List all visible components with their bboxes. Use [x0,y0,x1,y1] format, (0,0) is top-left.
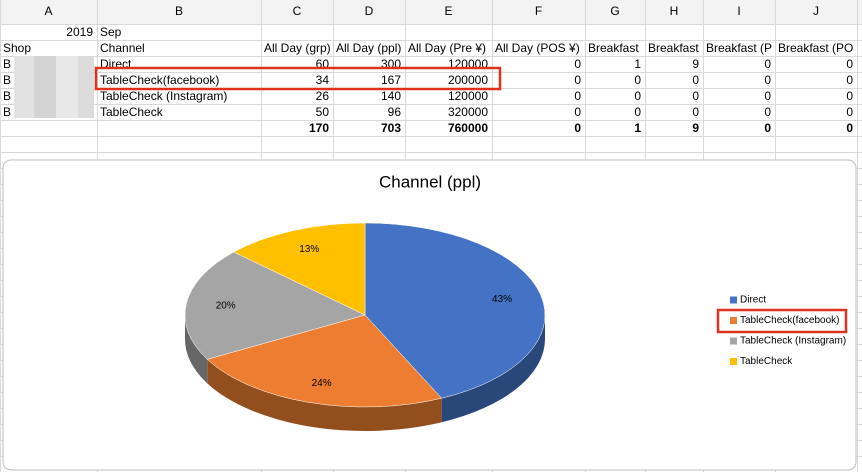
cell: Breakfast [588,41,639,55]
cell: 9 [692,121,699,135]
cell: 760000 [448,121,488,135]
cell: TableCheck(facebook) [100,73,219,87]
cell: Breakfast [648,41,699,55]
slice [233,222,366,316]
legend-swatch [730,296,737,304]
chart-title: Channel (ppl) [379,172,481,191]
cell: B [3,57,11,71]
cell: Shop [3,41,31,55]
cell: 34 [316,73,330,87]
cell: 9 [692,57,699,71]
cell: All Day (Pre ¥) [408,41,486,55]
legend-label: TableCheck [740,356,793,367]
cell: 0 [692,73,699,87]
slice-side [441,315,545,423]
data-label: 20% [216,301,236,312]
cell: Sep [100,25,122,39]
cell: 96 [388,105,402,119]
cell: Breakfast (PO [778,41,853,55]
cell: 0 [764,105,771,119]
cell: 0 [574,121,581,135]
cell: 0 [692,89,699,103]
legend-swatch [730,317,737,324]
cell: 0 [764,121,771,135]
cell: 120000 [448,89,488,103]
cell: All Day (ppl) [336,41,401,55]
slice-side [185,315,208,384]
cell: 0 [634,105,641,119]
cell: Channel [100,41,145,55]
data-label: 24% [312,378,332,389]
cell: 0 [846,73,853,87]
cell: 0 [574,73,581,87]
cell: 0 [764,57,771,71]
slice [364,222,546,399]
column-letter: F [535,4,542,18]
legend-swatch [730,358,737,365]
cell: 320000 [448,105,488,119]
column-letter: A [44,4,52,18]
data-label: 43% [492,294,512,305]
cell: TableCheck [100,105,164,119]
cell: 1 [634,57,641,71]
cell: 0 [574,89,581,103]
cell: 1 [634,121,641,135]
legend-label: TableCheck(facebook) [740,315,840,326]
column-letter: C [293,4,302,18]
column-letter: J [813,4,819,18]
legend-label: Direct [740,295,766,306]
cell: 0 [846,57,853,71]
cell: B [3,89,11,103]
highlight-box [716,308,848,334]
slice [206,314,443,408]
cells: A B C D E F G H I J 2019 Sep Shop Channel All Day (grp… [3,4,853,135]
cell: Breakfast (P [706,41,772,55]
column-header-bar [0,0,862,24]
cell: 50 [316,105,330,119]
cell: 0 [764,89,771,103]
cell: 26 [316,89,330,103]
cell: 2019 [66,25,93,39]
cell: 0 [574,105,581,119]
cell: All Day (POS ¥) [495,41,580,55]
cell: 0 [846,105,853,119]
column-letter: H [670,4,679,18]
cell: All Day (grp) [264,41,331,55]
legend-label: TableCheck (Instagram) [740,336,846,347]
column-letter: D [365,4,374,18]
cell: 0 [846,89,853,103]
column-letter: E [444,4,452,18]
cell: 0 [634,73,641,87]
cell: 0 [764,73,771,87]
cell: 167 [381,73,401,87]
cell: 703 [381,121,401,135]
cell: TableCheck (Instagram) [100,89,227,103]
column-letter: G [610,4,619,18]
highlight-box [94,66,502,91]
cell: 0 [692,105,699,119]
slice-side [207,359,442,431]
cell: 0 [574,57,581,71]
cell: 0 [846,121,853,135]
blur [14,56,94,118]
cell: 170 [309,121,329,135]
cell: B [3,105,11,119]
column-letter: B [175,4,183,18]
cell: B [3,73,11,87]
cell: 0 [634,89,641,103]
data-label: 13% [299,244,319,255]
column-letter: I [737,4,740,18]
cell: 200000 [448,73,488,87]
slice [184,251,366,360]
cell: 140 [381,89,401,103]
legend-swatch [730,337,737,345]
chart: Channel (ppl) 43% 24% 20% 13% Direct TableChe… [184,172,846,431]
